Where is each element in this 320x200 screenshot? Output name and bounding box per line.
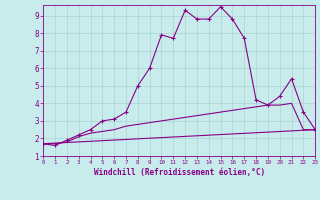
X-axis label: Windchill (Refroidissement éolien,°C): Windchill (Refroidissement éolien,°C) xyxy=(94,168,265,177)
